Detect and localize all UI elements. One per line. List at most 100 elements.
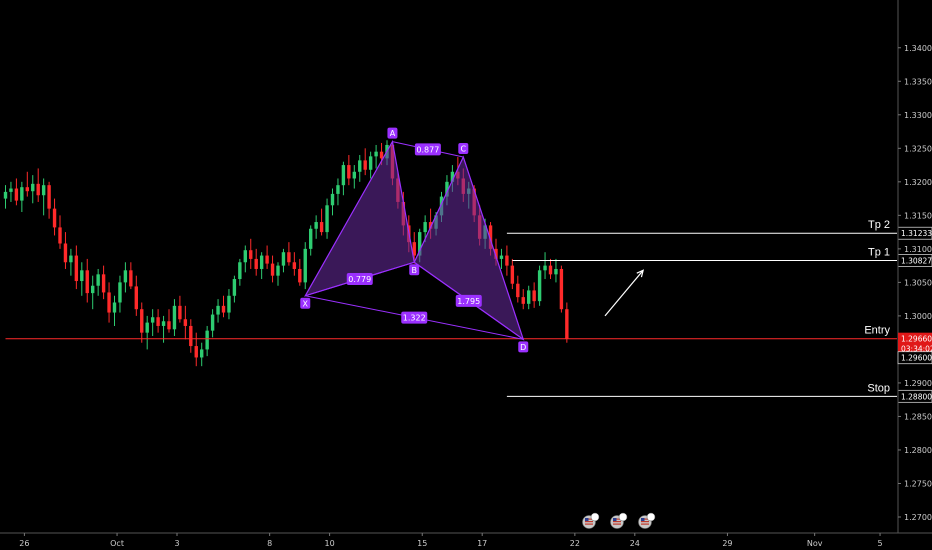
us-flag-icon[interactable]	[638, 512, 656, 529]
candle	[183, 305, 188, 340]
candle-body	[281, 252, 286, 266]
candle-body	[532, 290, 536, 302]
pattern-point-label: B	[412, 266, 418, 275]
price-tick-label: 1.29000	[904, 379, 932, 388]
candle	[9, 181, 13, 202]
candle-body	[265, 255, 269, 264]
extra-price-text: 1.29600	[901, 354, 932, 363]
pattern-point-label: A	[390, 129, 396, 138]
price-tick-label: 1.27500	[904, 479, 932, 488]
candle-body	[352, 171, 356, 179]
candle-body	[548, 265, 553, 275]
candle	[145, 315, 149, 350]
event-flags[interactable]	[582, 512, 656, 529]
candle	[265, 245, 269, 269]
projection-arrow[interactable]	[604, 269, 645, 317]
ratio-badge	[455, 294, 482, 307]
candle	[325, 198, 329, 239]
candle	[156, 309, 160, 333]
candle	[532, 282, 536, 308]
candle-body	[210, 314, 215, 331]
candle-body	[559, 268, 564, 310]
price-tick-label: 1.33000	[904, 111, 932, 120]
candle	[232, 275, 237, 303]
time-tick-label: 26	[19, 539, 29, 548]
candle-body	[123, 270, 128, 283]
candle-body	[270, 263, 275, 276]
candle-body	[200, 349, 204, 358]
candle	[210, 309, 215, 338]
candle	[3, 185, 8, 209]
candle-body	[374, 151, 378, 157]
candle-body	[91, 285, 95, 294]
candle-body	[3, 191, 8, 199]
candle	[412, 232, 416, 264]
candle	[314, 215, 318, 239]
candle	[548, 258, 553, 280]
candle	[36, 168, 40, 202]
candle-body	[85, 270, 89, 294]
candle	[96, 268, 100, 296]
candle-body	[505, 255, 509, 266]
candle-body	[80, 270, 84, 282]
candle-body	[543, 265, 547, 271]
levels-layer: Tp 2 1.31233 Tp 1 1.30827 Entry Stop 1.28800	[5, 219, 932, 403]
candle-body	[554, 268, 558, 275]
candle	[20, 181, 24, 212]
level-label: Tp 2	[868, 219, 890, 231]
candle	[374, 144, 378, 169]
candle-body	[156, 317, 160, 326]
price-tick-label: 1.32500	[904, 144, 932, 153]
us-flag-icon[interactable]	[582, 512, 600, 529]
candle-body	[488, 225, 493, 249]
pattern-point-label: X	[303, 299, 309, 308]
candle-body	[445, 181, 449, 197]
candle	[205, 325, 209, 357]
candle	[129, 262, 133, 290]
candle-body	[292, 262, 297, 269]
candle	[341, 161, 346, 196]
candle	[134, 275, 138, 316]
candle	[85, 258, 89, 303]
candle	[189, 319, 193, 353]
candle-body	[259, 255, 264, 269]
candle-body	[161, 321, 166, 326]
candle-body	[118, 282, 122, 303]
candle-body	[347, 165, 351, 179]
candle-body	[96, 274, 100, 286]
candle-body	[134, 286, 138, 310]
ratio-badge	[414, 143, 441, 156]
price-axis[interactable]: 1.34000 1.33500 1.33000 1.32500 1.32000 1.315…	[897, 0, 932, 533]
arrow-shaft	[604, 269, 644, 317]
candle	[69, 248, 73, 276]
candle-body	[172, 305, 177, 330]
candle	[123, 262, 128, 293]
candle-body	[254, 258, 258, 269]
candle-body	[336, 185, 340, 194]
time-tick-label: 3	[174, 539, 179, 548]
candle-body	[325, 205, 329, 233]
candle	[47, 181, 51, 219]
candle-body	[510, 265, 515, 284]
countdown-text: 03:34:02	[901, 345, 932, 354]
candle	[221, 295, 226, 318]
candle-body	[221, 305, 226, 313]
time-tick-label: 24	[630, 539, 640, 548]
candle-body	[150, 317, 155, 323]
candle-body	[183, 319, 188, 326]
time-axis[interactable]: 26Oct38101517222429Nov57	[0, 532, 932, 548]
candle	[319, 208, 324, 236]
candle	[31, 175, 35, 204]
candle-body	[178, 305, 182, 320]
candle	[527, 285, 531, 310]
candle-body	[107, 292, 111, 313]
candle	[270, 255, 275, 283]
time-tick-label: 17	[477, 539, 487, 548]
candle-body	[36, 183, 40, 196]
candle	[543, 252, 547, 280]
candle-body	[276, 265, 280, 276]
candle	[238, 258, 242, 286]
us-flag-icon[interactable]	[610, 512, 628, 529]
harmonic-pattern[interactable]: 0.779 0.877 1.795 1.322 X A B C D	[300, 127, 529, 353]
